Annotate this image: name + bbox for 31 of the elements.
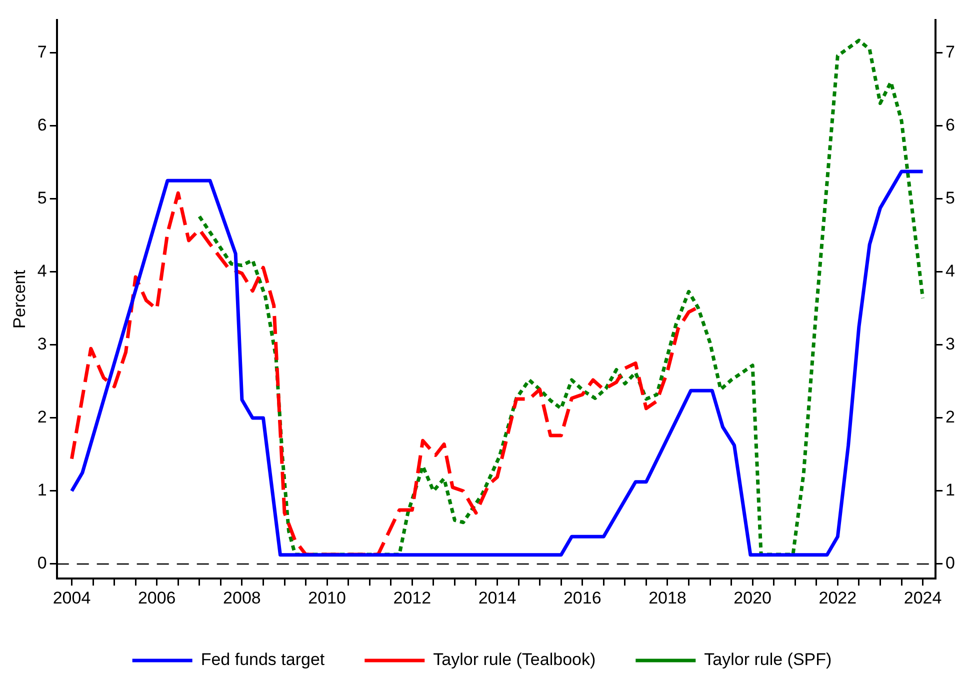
x-tick-label: 2012	[393, 588, 432, 608]
y2-tick-label: 7	[946, 42, 956, 62]
legend-label: Taylor rule (SPF)	[704, 650, 832, 670]
y-tick-label: 1	[37, 480, 47, 500]
y2-tick-label: 4	[946, 262, 956, 281]
x-tick-label: 2016	[563, 588, 602, 608]
x-tick-label: 2022	[818, 588, 857, 608]
legend-label: Taylor rule (Tealbook)	[433, 650, 596, 670]
y-tick-label: 2	[37, 408, 47, 427]
y2-tick-label: 5	[946, 188, 956, 208]
y2-tick-label: 1	[946, 480, 956, 500]
x-tick-label: 2024	[904, 588, 942, 608]
y2-tick-label: 0	[946, 554, 956, 573]
y2-tick-label: 6	[946, 116, 956, 135]
y-tick-label: 0	[37, 554, 47, 573]
x-tick-label: 2020	[734, 588, 772, 608]
x-tick-label: 2008	[223, 588, 261, 608]
x-tick-label: 2006	[138, 588, 176, 608]
y-axis-title: Percent	[10, 270, 29, 329]
x-tick-label: 2004	[52, 588, 91, 608]
y-tick-label: 4	[37, 262, 47, 281]
y2-tick-label: 2	[946, 408, 956, 427]
y-tick-label: 3	[37, 334, 47, 354]
x-tick-label: 2014	[478, 588, 516, 608]
x-tick-label: 2010	[308, 588, 346, 608]
y-tick-label: 6	[37, 116, 47, 135]
x-tick-label: 2018	[648, 588, 686, 608]
y-tick-label: 7	[37, 42, 47, 62]
legend-label: Fed funds target	[200, 650, 325, 670]
y2-tick-label: 3	[946, 334, 956, 354]
y-tick-label: 5	[37, 188, 47, 208]
